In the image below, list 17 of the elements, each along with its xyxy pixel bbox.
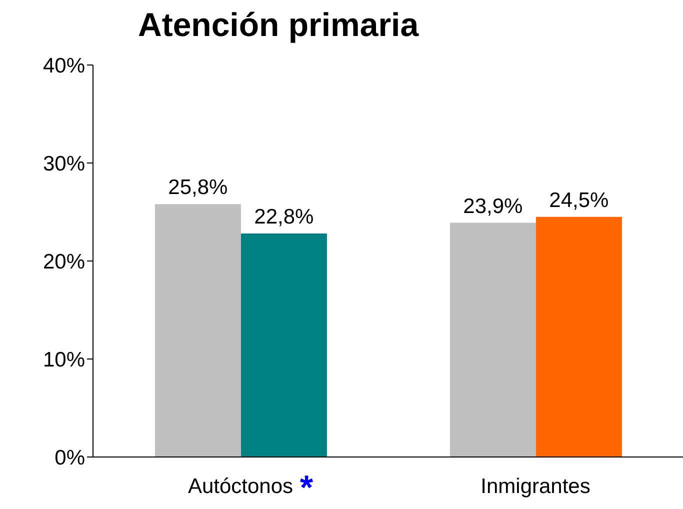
bar [450, 222, 536, 457]
bar [154, 204, 241, 457]
data-label: 22,8% [254, 206, 314, 229]
bar [536, 216, 622, 457]
x-tick-label: Inmigrantes [480, 475, 590, 498]
data-label: 23,9% [463, 194, 523, 218]
y-tick-label: 30% [42, 152, 85, 176]
x-tick-label: Autóctonos [188, 475, 294, 498]
y-tick-label: 40% [42, 54, 85, 78]
data-label: 25,8% [168, 176, 228, 200]
chart-title: Atención primaria [138, 6, 419, 44]
data-label: 24,5% [549, 188, 609, 212]
y-tick-label: 20% [42, 250, 85, 274]
y-tick-label: 0% [54, 446, 85, 470]
y-tick-label: 10% [42, 348, 85, 372]
asterisk-note: * [300, 469, 314, 500]
bar [240, 234, 327, 457]
